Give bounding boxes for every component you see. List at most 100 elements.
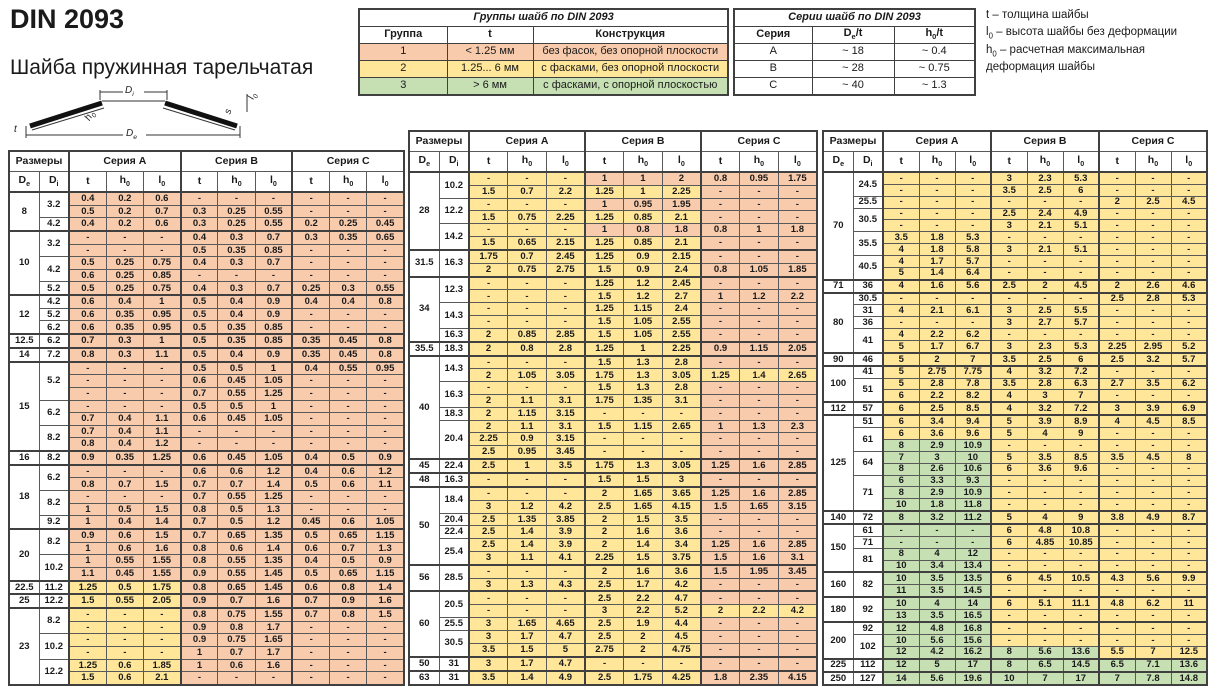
value-cell: 0.8 xyxy=(623,223,663,237)
value-cell: 0.35 xyxy=(291,346,331,363)
value-cell: 1.5 xyxy=(583,327,625,343)
empty-cell: - xyxy=(623,406,663,421)
table-row: - - -3 2.1 5.1- - - xyxy=(823,219,1208,233)
value-cell: 1 xyxy=(67,502,107,517)
value-cell: 0.9 xyxy=(366,554,405,568)
value-cell: 10.9 xyxy=(954,439,992,452)
di-cell: 31 xyxy=(852,304,884,318)
column-header-construction: Конструкция xyxy=(532,26,729,44)
value-cell: 2.5 xyxy=(583,617,625,631)
value-cell: 2.5 xyxy=(583,577,625,592)
table-row: 4.2 0.5 0.25 0.75 0.4 0.3 0.7- - - xyxy=(9,256,405,283)
table-row: 34 12.3- - -1.25 1.2 2.45- - - xyxy=(408,275,818,343)
table-row: 0.6 0.25 0.85- - - - - - xyxy=(9,268,405,283)
series-table: Серии шайб по DIN 2093 Серия De/t h0/t A… xyxy=(733,8,976,96)
value-cell: 1.05 xyxy=(739,262,779,278)
value-cell: 2.5 xyxy=(468,512,509,527)
di-cell: 18.3 xyxy=(438,340,470,357)
value-cell: 0.7 xyxy=(142,204,182,219)
empty-cell: - xyxy=(1134,486,1172,500)
value-cell: 5 xyxy=(882,364,920,379)
value-cell: 3.1 xyxy=(545,394,586,408)
value-cell: 3.5 xyxy=(918,571,956,586)
value-cell: 0.65 xyxy=(217,527,256,543)
empty-cell: - xyxy=(468,302,509,316)
value-cell: 9.9 xyxy=(1170,571,1208,586)
table-row: 16 8.2 0.9 0.35 1.25 0.6 0.45 1.05 0.4 0.5 0.9 xyxy=(8,450,405,466)
value-cell: 2.5 xyxy=(468,457,509,474)
di-cell: 10.2 xyxy=(38,554,70,581)
empty-cell: - xyxy=(623,655,663,671)
empty-cell: - xyxy=(105,243,144,258)
table-row: 20.4 2 1.1 3.1 1.5 1.15 2.65 1 1.3 2.3 xyxy=(409,419,818,460)
value-cell: 1.25 xyxy=(67,658,107,673)
value-cell: 1.65 xyxy=(254,633,293,647)
empty-cell: - xyxy=(105,463,144,479)
sizes-header: Размеры xyxy=(822,130,884,152)
empty-cell: - xyxy=(1170,535,1208,549)
table-row: 71 36 4 1.6 5.6 2.5 2 4.5 2 2.6 4.6 xyxy=(822,278,1208,294)
empty-cell: - xyxy=(468,485,509,501)
value-cell: 1 xyxy=(142,294,182,309)
value-cell: 16.2 xyxy=(954,645,992,660)
value-cell: 4.65 xyxy=(545,617,586,631)
table-row: 14.3- - -1.25 1.15 2.4- - - xyxy=(409,302,818,329)
value-cell: 0.5 xyxy=(329,450,368,466)
value-cell: 1.1 xyxy=(507,419,547,434)
value-cell: 3.6 xyxy=(661,563,702,579)
l0-header: l0 xyxy=(1170,151,1208,173)
value-cell: 0.5 xyxy=(179,307,219,322)
h0-header: h0 xyxy=(623,151,663,173)
value-cell: 0.5 xyxy=(179,346,219,363)
value-cell: 1.25 xyxy=(583,235,625,251)
value-cell: 0.25 xyxy=(105,268,144,283)
empty-cell: - xyxy=(1170,498,1208,512)
h0-header: h0 xyxy=(1134,151,1172,173)
empty-cell: - xyxy=(545,590,586,606)
value-cell: 3.4 xyxy=(918,414,956,429)
empty-cell: - xyxy=(545,381,586,395)
di-cell: 57 xyxy=(852,401,884,416)
value-cell: 4 xyxy=(918,596,956,611)
table-row: 200 92 12 4.8 16.8- - - - - - xyxy=(822,620,1208,660)
empty-cell: - xyxy=(217,268,256,283)
empty-cell: - xyxy=(739,406,779,421)
value-cell: 5 xyxy=(990,510,1028,525)
empty-cell: - xyxy=(366,307,405,322)
value-cell: 8.5 xyxy=(1170,414,1208,429)
value-cell: 1.25 xyxy=(583,302,625,316)
empty-cell: - xyxy=(1098,559,1136,573)
empty-cell: - xyxy=(1026,486,1064,500)
di-cell: 5.2 xyxy=(38,307,70,322)
value-cell: 0.3 xyxy=(105,333,144,349)
value-cell: 1 xyxy=(507,457,547,474)
series-header-row: Размеры Серия A Серия B Серия C xyxy=(822,130,1208,152)
value-cell: 1.05 xyxy=(366,515,405,530)
empty-cell: - xyxy=(918,291,956,306)
empty-cell: - xyxy=(366,502,405,517)
value-cell: 1.5 xyxy=(699,550,741,566)
series-table-row: C ~ 40 ~ 1.3 xyxy=(733,77,976,96)
value-cell: 1.25 xyxy=(699,485,741,501)
value-cell: 1.5 xyxy=(623,550,663,566)
value-cell: 1 xyxy=(142,333,182,349)
groups-table-row: 2 1.25... 6 мм с фасками, без опорной плос… xyxy=(358,60,729,78)
empty-cell: - xyxy=(142,633,182,647)
value-cell: 2.25 xyxy=(545,210,586,225)
value-cell: 0.8 xyxy=(179,541,219,556)
value-cell: 5.8 xyxy=(954,243,992,256)
value-cell: 2.5 xyxy=(468,525,509,540)
de-cell: 34 xyxy=(408,275,440,343)
empty-cell: - xyxy=(1098,254,1136,268)
di-cell: 22.4 xyxy=(438,525,470,540)
empty-cell: - xyxy=(699,314,741,329)
value-cell: 0.95 xyxy=(623,197,663,212)
de-cell: 150 xyxy=(822,523,854,573)
di-cell: 8.2 xyxy=(38,607,70,635)
value-cell: 4 xyxy=(990,401,1028,416)
di-cell: 40.5 xyxy=(852,254,884,281)
empty-cell: - xyxy=(1170,462,1208,476)
empty-cell: - xyxy=(699,197,741,212)
sizes-header: Размеры xyxy=(8,150,70,172)
value-cell: 3.05 xyxy=(661,368,702,383)
